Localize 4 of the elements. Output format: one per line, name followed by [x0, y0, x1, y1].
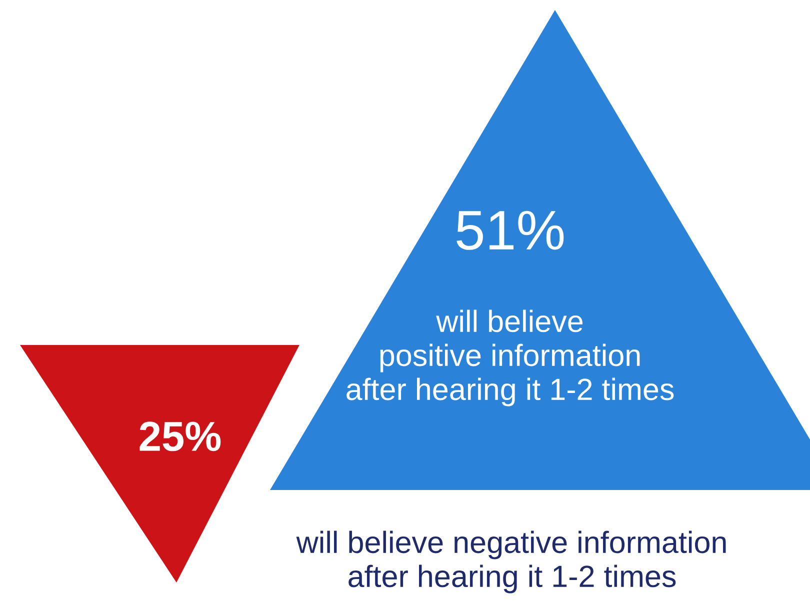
- category-label: will believe positive information after hearing it 1-2 times: [346, 310, 674, 406]
- category-label: will believe negative information after hearing it 1-2 times: [296, 530, 726, 594]
- data-label: 25%: [140, 422, 221, 452]
- data-label: 51%: [456, 210, 564, 250]
